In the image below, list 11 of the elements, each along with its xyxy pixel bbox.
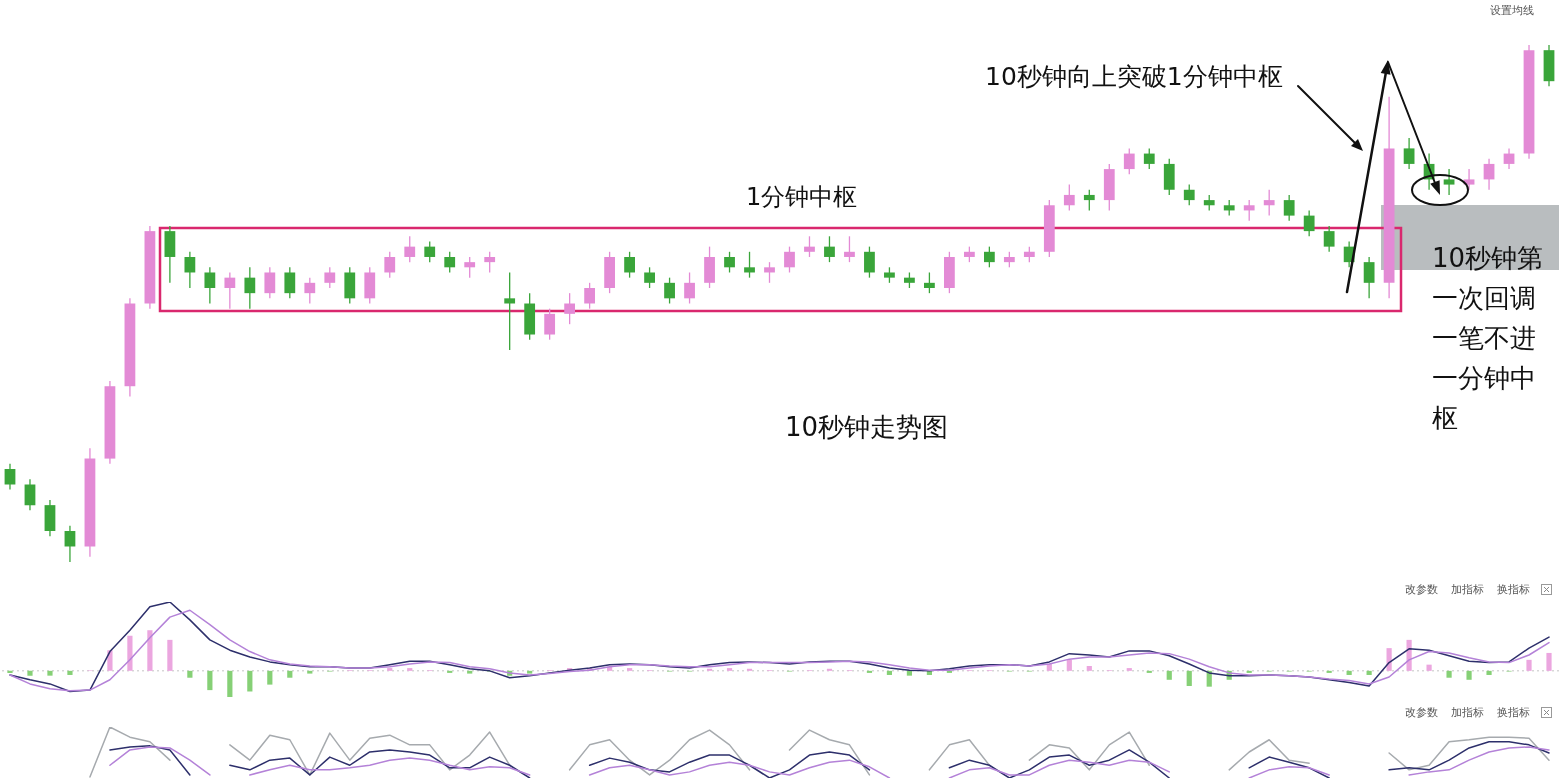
- text: 改参数: [1405, 706, 1438, 720]
- annotation: 10秒钟向上突破1分钟中枢: [985, 62, 1283, 92]
- annotation: 1分钟中枢: [746, 183, 858, 212]
- text: 改参数: [1405, 583, 1438, 597]
- text: 换指标: [1497, 583, 1530, 597]
- annotation: 10秒钟走势图: [785, 412, 949, 444]
- text: 加指标: [1451, 706, 1484, 720]
- annotation: 10秒钟第一次回调一笔不进一分钟中枢: [1432, 242, 1545, 435]
- text: 换指标: [1497, 706, 1530, 720]
- text: 加指标: [1451, 583, 1484, 597]
- text: 设置均线: [1490, 4, 1534, 18]
